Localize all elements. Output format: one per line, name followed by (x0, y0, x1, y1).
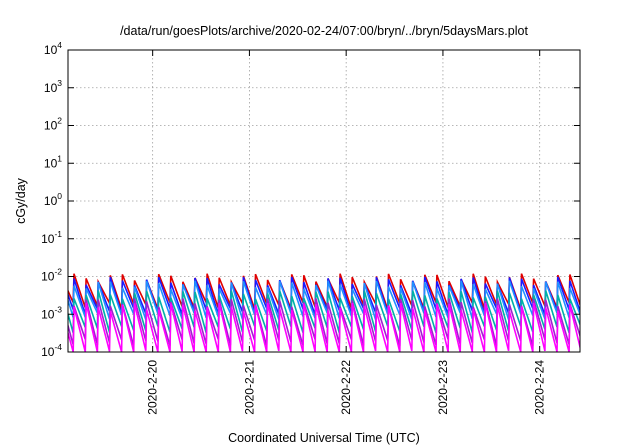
y-tick-label: 103 (44, 78, 62, 95)
x-tick-label: 2020-2-21 (242, 360, 256, 415)
y-axis-label: cGy/day (14, 177, 28, 224)
x-tick-label: 2020-2-24 (533, 360, 547, 415)
x-tick-label: 2020-2-22 (339, 360, 353, 415)
y-tick-label: 104 (44, 40, 62, 57)
grid (68, 50, 580, 352)
series-line-6 (68, 302, 580, 352)
y-tick-label: 101 (44, 153, 62, 170)
chart-title: /data/run/goesPlots/archive/2020-02-24/0… (120, 24, 528, 38)
y-tick-label: 10-4 (41, 342, 62, 359)
y-tick-label: 102 (44, 116, 62, 133)
x-axis-label: Coordinated Universal Time (UTC) (228, 431, 420, 445)
y-tick-label: 10-3 (41, 304, 62, 321)
series-layer (68, 273, 580, 352)
x-tick-label: 2020-2-20 (146, 360, 160, 415)
x-axis: 2020-2-20 2020-2-21 2020-2-22 2020-2-23 2020… (146, 50, 547, 415)
y-tick-label: 100 (44, 191, 62, 208)
y-axis: 10-4 10-3 10-2 10-1 100 101 102 103 104 (41, 40, 580, 359)
y-tick-label: 10-1 (41, 229, 62, 246)
x-tick-label: 2020-2-23 (436, 360, 450, 415)
y-tick-label: 10-2 (41, 267, 62, 284)
